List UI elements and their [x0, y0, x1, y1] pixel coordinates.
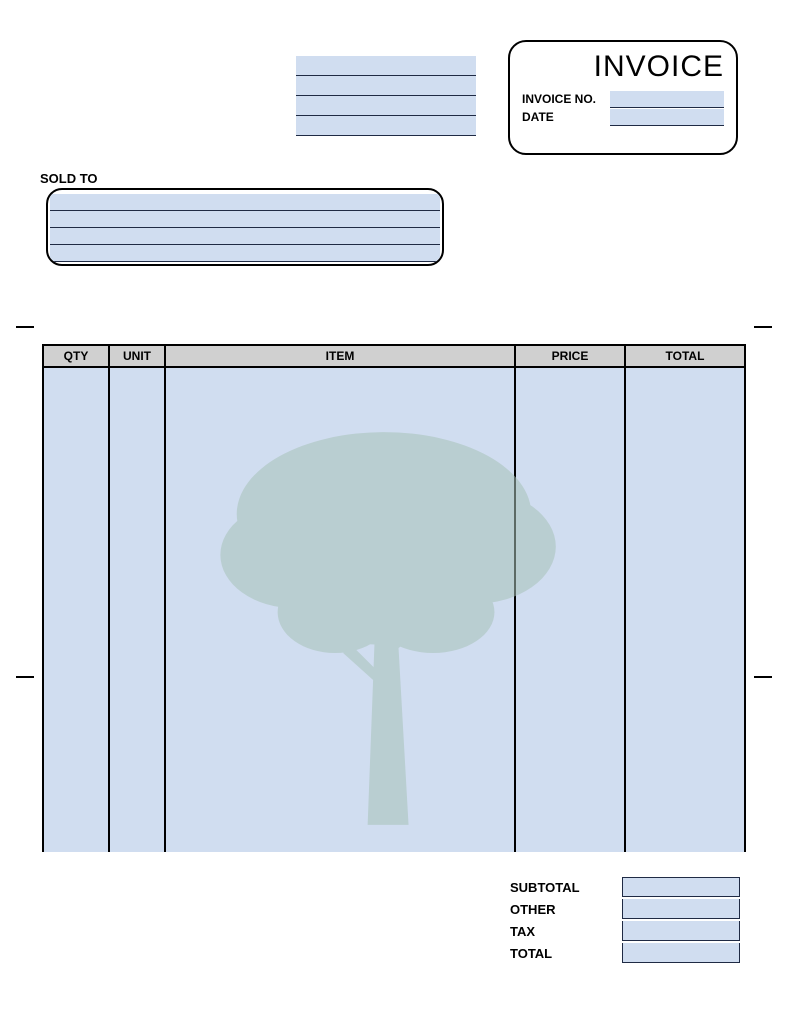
other-label: OTHER: [510, 902, 622, 917]
total-value[interactable]: [622, 943, 740, 963]
table-header: QTY UNIT ITEM PRICE TOTAL: [44, 346, 744, 368]
totals-row-tax: TAX: [510, 920, 748, 942]
subtotal-value[interactable]: [622, 877, 740, 897]
sold-to-box: [46, 188, 444, 266]
sold-to-line[interactable]: [50, 194, 440, 211]
tax-value[interactable]: [622, 921, 740, 941]
sold-to-line[interactable]: [50, 211, 440, 228]
total-label: TOTAL: [510, 946, 622, 961]
invoice-date-label: DATE: [522, 110, 610, 124]
invoice-header-box: INVOICE INVOICE NO. DATE: [508, 40, 738, 155]
invoice-date-field[interactable]: [610, 109, 724, 126]
col-qty[interactable]: [44, 368, 110, 852]
from-line[interactable]: [296, 56, 476, 76]
col-header-item: ITEM: [166, 346, 516, 366]
totals-row-total: TOTAL: [510, 942, 748, 964]
col-header-unit: UNIT: [110, 346, 166, 366]
col-header-qty: QTY: [44, 346, 110, 366]
sold-to-label: SOLD TO: [40, 171, 98, 186]
col-unit[interactable]: [110, 368, 166, 852]
line-items-table: QTY UNIT ITEM PRICE TOTAL: [42, 344, 746, 852]
col-total[interactable]: [626, 368, 744, 852]
other-value[interactable]: [622, 899, 740, 919]
crop-mark: [754, 676, 772, 678]
from-address-block: [296, 56, 476, 136]
invoice-no-field[interactable]: [610, 91, 724, 108]
sold-to-line[interactable]: [50, 228, 440, 245]
col-item[interactable]: [166, 368, 516, 852]
table-body[interactable]: [44, 368, 744, 852]
crop-mark: [754, 326, 772, 328]
col-header-price: PRICE: [516, 346, 626, 366]
crop-mark: [16, 676, 34, 678]
col-header-total: TOTAL: [626, 346, 744, 366]
invoice-title: INVOICE: [522, 50, 724, 84]
totals-block: SUBTOTAL OTHER TAX TOTAL: [510, 876, 748, 964]
totals-row-subtotal: SUBTOTAL: [510, 876, 748, 898]
col-price[interactable]: [516, 368, 626, 852]
from-line[interactable]: [296, 76, 476, 96]
subtotal-label: SUBTOTAL: [510, 880, 622, 895]
invoice-no-row: INVOICE NO.: [522, 90, 724, 108]
sold-to-line[interactable]: [50, 245, 440, 262]
invoice-no-label: INVOICE NO.: [522, 92, 610, 106]
from-line[interactable]: [296, 96, 476, 116]
from-line[interactable]: [296, 116, 476, 136]
invoice-date-row: DATE: [522, 108, 724, 126]
crop-mark: [16, 326, 34, 328]
tax-label: TAX: [510, 924, 622, 939]
totals-row-other: OTHER: [510, 898, 748, 920]
